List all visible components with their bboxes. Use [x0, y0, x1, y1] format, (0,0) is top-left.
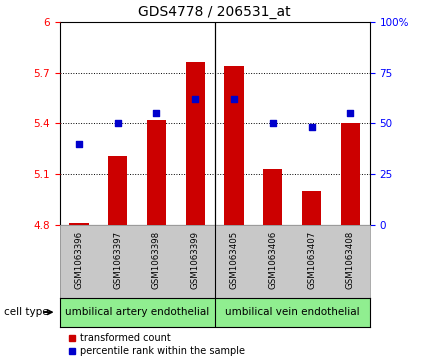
- Text: GSM1063408: GSM1063408: [346, 231, 355, 289]
- Text: umbilical vein endothelial: umbilical vein endothelial: [225, 307, 360, 317]
- Point: [308, 125, 315, 130]
- Text: GSM1063399: GSM1063399: [191, 231, 200, 289]
- Legend: transformed count, percentile rank within the sample: transformed count, percentile rank withi…: [64, 330, 249, 360]
- Text: umbilical artery endothelial: umbilical artery endothelial: [65, 307, 209, 317]
- Text: GSM1063397: GSM1063397: [113, 231, 122, 289]
- Text: GSM1063406: GSM1063406: [268, 231, 277, 289]
- Point: [114, 121, 121, 126]
- Bar: [186, 62, 205, 225]
- Bar: [341, 123, 360, 225]
- Point: [153, 110, 160, 116]
- Point: [76, 141, 82, 147]
- Text: GSM1063398: GSM1063398: [152, 231, 161, 289]
- Bar: [69, 223, 88, 225]
- Point: [347, 110, 354, 116]
- Point: [192, 96, 198, 102]
- Text: cell type: cell type: [4, 307, 49, 317]
- Text: GSM1063407: GSM1063407: [307, 231, 316, 289]
- Bar: [302, 191, 321, 225]
- Bar: [108, 156, 128, 225]
- Point: [231, 96, 238, 102]
- Bar: [263, 169, 283, 225]
- Bar: [147, 120, 166, 225]
- Title: GDS4778 / 206531_at: GDS4778 / 206531_at: [138, 5, 291, 19]
- Point: [269, 121, 276, 126]
- Bar: [224, 66, 244, 225]
- Text: GSM1063396: GSM1063396: [74, 231, 83, 289]
- Text: GSM1063405: GSM1063405: [230, 231, 238, 289]
